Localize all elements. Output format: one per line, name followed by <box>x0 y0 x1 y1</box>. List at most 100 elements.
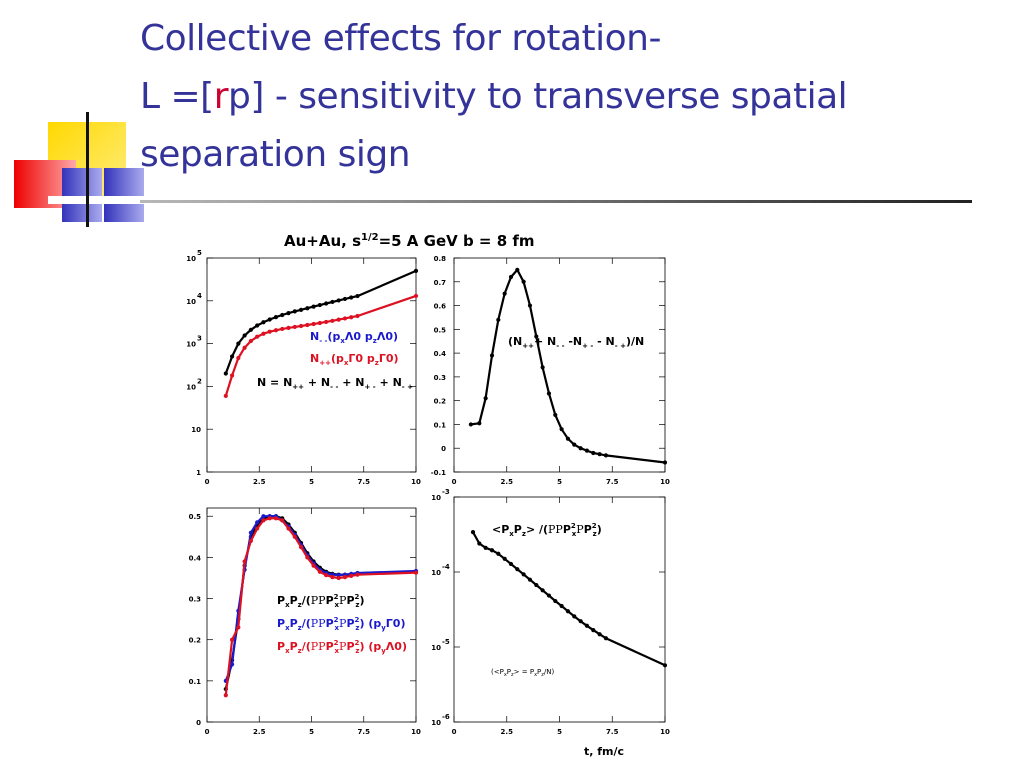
data-point <box>317 320 322 326</box>
data-point <box>355 313 360 319</box>
data-point <box>286 325 291 330</box>
correlation-note: (<PxPz> = PxPz/N) <box>491 668 554 678</box>
pxpz-legend-blue: PxPz/(ΡΡP2 xΡP2 z) (pyΓ0) <box>277 616 406 632</box>
pxpz-legend-black: PxPz/(ΡΡP2 xΡP2 z) <box>277 593 364 609</box>
title-underline <box>140 200 972 203</box>
data-point <box>261 518 266 523</box>
y-tick-exponent: -5 <box>442 638 450 646</box>
data-point <box>292 309 297 314</box>
data-point <box>223 393 228 398</box>
data-point <box>261 514 266 519</box>
x-tick-label: 0 <box>452 728 457 736</box>
data-point <box>242 333 247 338</box>
data-point <box>502 556 507 561</box>
data-point <box>229 662 235 667</box>
data-point <box>311 563 316 568</box>
y-tick-label: 10 <box>186 298 196 306</box>
y-tick-label: 1 <box>196 469 201 477</box>
legend-n-total: N = N++ + N- - + N+ - + N- + <box>257 376 413 391</box>
x-tick-label: 5 <box>557 478 562 486</box>
data-point <box>553 412 558 418</box>
panel-frame-top-right <box>453 257 666 473</box>
x-tick-label: 7.5 <box>358 478 371 486</box>
data-point <box>336 317 341 322</box>
data-point <box>572 614 577 619</box>
y-tick-label: 0.4 <box>434 350 447 358</box>
y-tick-label: 10 <box>431 494 441 502</box>
data-point <box>540 365 545 370</box>
y-tick-label: 0.7 <box>434 279 447 287</box>
panel-frame-top-left <box>206 257 417 473</box>
data-point <box>470 530 476 535</box>
data-point <box>546 391 552 396</box>
data-point <box>305 322 310 328</box>
data-point <box>540 588 545 593</box>
pxpz-legend: PxPz/(ΡΡP2 xΡP2 z) PxPz/(ΡΡP2 xΡP2 z) (pyΓ0)… <box>277 593 407 655</box>
data-point <box>546 593 552 598</box>
data-point <box>236 355 241 361</box>
data-point <box>255 323 260 328</box>
y-tick-label: 10 <box>431 569 441 577</box>
data-point <box>286 526 291 531</box>
data-point <box>597 632 602 637</box>
data-point <box>591 628 596 633</box>
data-point <box>248 530 253 535</box>
data-point <box>273 315 279 320</box>
title-line-3: separation sign <box>140 134 411 175</box>
data-point <box>311 321 316 327</box>
data-point <box>342 316 348 321</box>
y-tick-label: 0 <box>196 719 201 727</box>
data-point <box>489 548 495 553</box>
y-tick-label: 0.2 <box>189 637 202 645</box>
y-tick-label: 10 <box>186 255 196 263</box>
data-point <box>255 526 260 531</box>
y-tick-label: 0 <box>441 445 446 453</box>
y-tick-label: 0.1 <box>434 421 447 429</box>
y-tick-label: 0.4 <box>189 554 202 562</box>
y-tick-exponent: -6 <box>442 713 450 721</box>
legend-n-plus-plus: N++(pxΓ0 pzΓ0) <box>310 352 399 367</box>
data-point <box>578 619 583 624</box>
data-point <box>483 545 488 550</box>
data-point <box>355 572 360 577</box>
data-point <box>236 341 241 346</box>
data-point <box>229 354 235 359</box>
data-point <box>413 268 419 273</box>
data-point <box>584 448 590 453</box>
vertical-line <box>86 112 89 227</box>
title-r-letter: r <box>213 76 229 117</box>
y-tick-exponent: 4 <box>197 292 202 300</box>
data-point <box>483 396 488 401</box>
data-point <box>280 312 285 318</box>
data-point <box>298 307 304 312</box>
x-tick-label: 2.5 <box>253 478 266 486</box>
title-line-2-prefix: L =[ <box>140 76 214 117</box>
slide-title: Collective effects for rotation- L =[rp]… <box>140 10 1000 184</box>
data-point <box>559 603 564 609</box>
y-tick-label: 0.2 <box>434 398 447 406</box>
y-tick-label: 10 <box>431 719 441 727</box>
data-point <box>292 534 297 539</box>
data-point <box>559 427 564 432</box>
data-point <box>477 421 482 426</box>
data-point <box>527 303 533 308</box>
data-point <box>534 334 539 339</box>
data-point <box>553 598 558 604</box>
y-tick-label: 0.3 <box>189 596 202 604</box>
y-tick-label: 0.3 <box>434 374 447 382</box>
series-line <box>470 268 666 464</box>
data-point <box>280 326 285 332</box>
data-point <box>662 663 668 668</box>
data-point <box>508 561 514 567</box>
data-point <box>584 623 590 628</box>
x-tick-label: 7.5 <box>358 728 371 736</box>
y-tick-label: 10 <box>186 383 196 391</box>
data-point <box>342 296 348 302</box>
data-point <box>565 436 571 441</box>
data-point <box>508 274 514 280</box>
data-point <box>267 317 272 322</box>
data-point <box>298 544 304 550</box>
data-point <box>578 446 583 451</box>
y-tick-label: 0.5 <box>434 326 447 334</box>
blue-square-2 <box>104 168 144 222</box>
